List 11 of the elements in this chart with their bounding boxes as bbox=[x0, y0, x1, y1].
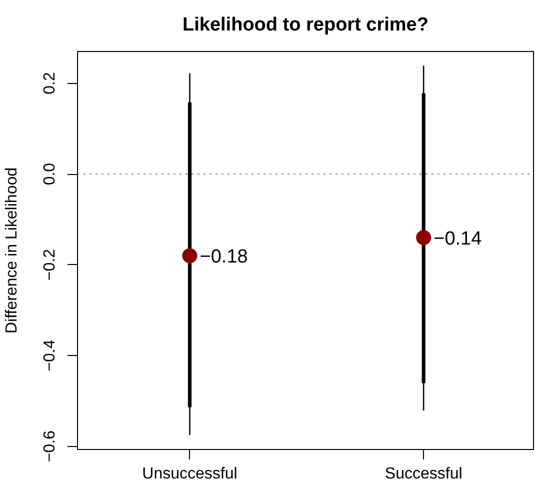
y-tick-label: −0.6 bbox=[42, 430, 58, 462]
data-label: −0.14 bbox=[434, 228, 482, 250]
y-tick-label: 0.0 bbox=[42, 162, 58, 186]
y-tick-label: 0.2 bbox=[42, 72, 58, 94]
x-tick-label: Unsuccessful bbox=[142, 466, 238, 482]
y-tick-label: −0.2 bbox=[42, 248, 58, 281]
y-axis-title: Difference in Likelihood bbox=[4, 167, 20, 334]
chart-title: Likelihood to report crime? bbox=[182, 14, 428, 36]
data-label: −0.18 bbox=[200, 246, 248, 268]
y-tick-label: −0.4 bbox=[42, 340, 58, 372]
x-tick-label: Successful bbox=[384, 466, 462, 482]
